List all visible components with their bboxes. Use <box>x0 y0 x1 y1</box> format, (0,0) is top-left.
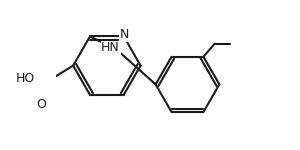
Text: HO: HO <box>16 72 35 85</box>
Text: HN: HN <box>101 41 120 54</box>
Text: O: O <box>36 98 46 111</box>
Text: N: N <box>120 28 129 41</box>
